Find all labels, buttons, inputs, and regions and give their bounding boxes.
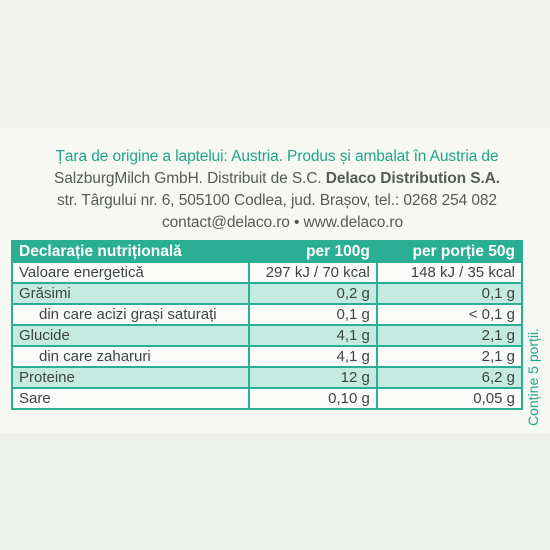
header-declaration: Declarație nutrițională xyxy=(10,240,251,263)
row-label: Sare xyxy=(10,387,251,410)
producer-text: SalzburgMilch GmbH. Distribuit de S.C. xyxy=(54,170,322,187)
header-per-100g: per 100g xyxy=(248,240,378,263)
portion-count-note: Conține 5 porții. xyxy=(525,327,541,426)
table-row: din care acizi grași saturați 0,1 g < 0,… xyxy=(10,303,524,326)
row-label: Grăsimi xyxy=(10,282,251,305)
row-per-100g: 0,10 g xyxy=(248,387,378,410)
table-row: Glucide 4,1 g 2,1 g xyxy=(10,324,524,347)
contact-line: contact@delaco.ro • www.delaco.ro xyxy=(162,214,404,231)
row-per-100g: 4,1 g xyxy=(248,345,378,368)
table-row: Valoare energetică 297 kJ / 70 kcal 148 … xyxy=(10,261,524,284)
row-per-100g: 297 kJ / 70 kcal xyxy=(248,261,378,284)
row-per-portion: 0,1 g xyxy=(375,282,524,305)
row-label: Proteine xyxy=(10,366,251,389)
table-row: din care zaharuri 4,1 g 2,1 g xyxy=(10,345,524,368)
row-per-portion: 6,2 g xyxy=(375,366,524,389)
origin-info: Țara de origine a laptelui: Austria. Pro… xyxy=(12,146,542,234)
table-row: Sare 0,10 g 0,05 g xyxy=(10,387,524,410)
row-per-100g: 0,2 g xyxy=(248,282,378,305)
row-per-portion: 0,05 g xyxy=(375,387,524,410)
origin-line: Țara de origine a laptelui: Austria. Pro… xyxy=(55,148,499,165)
table-row: Proteine 12 g 6,2 g xyxy=(10,366,524,389)
row-per-portion: < 0,1 g xyxy=(375,303,524,326)
row-per-portion: 148 kJ / 35 kcal xyxy=(375,261,524,284)
row-label: Valoare energetică xyxy=(10,261,251,284)
row-per-portion: 2,1 g xyxy=(375,324,524,347)
table-header-row: Declarație nutrițională per 100g per por… xyxy=(10,240,524,263)
row-per-portion: 2,1 g xyxy=(375,345,524,368)
row-label: din care acizi grași saturați xyxy=(10,303,251,326)
row-label: din care zaharuri xyxy=(10,345,251,368)
table-row: Grăsimi 0,2 g 0,1 g xyxy=(10,282,524,305)
address-line: str. Târgului nr. 6, 505100 Codlea, jud.… xyxy=(57,192,497,209)
header-per-portion: per porție 50g xyxy=(375,240,524,263)
producer-line: SalzburgMilch GmbH. Distribuit de S.C. D… xyxy=(12,168,542,190)
distributor-name: Delaco Distribution S.A. xyxy=(325,170,500,187)
background-bottom xyxy=(0,430,550,550)
row-per-100g: 4,1 g xyxy=(248,324,378,347)
nutrition-table: Declarație nutrițională per 100g per por… xyxy=(10,240,524,410)
row-label: Glucide xyxy=(10,324,251,347)
row-per-100g: 0,1 g xyxy=(248,303,378,326)
row-per-100g: 12 g xyxy=(248,366,378,389)
background-top xyxy=(0,0,550,135)
